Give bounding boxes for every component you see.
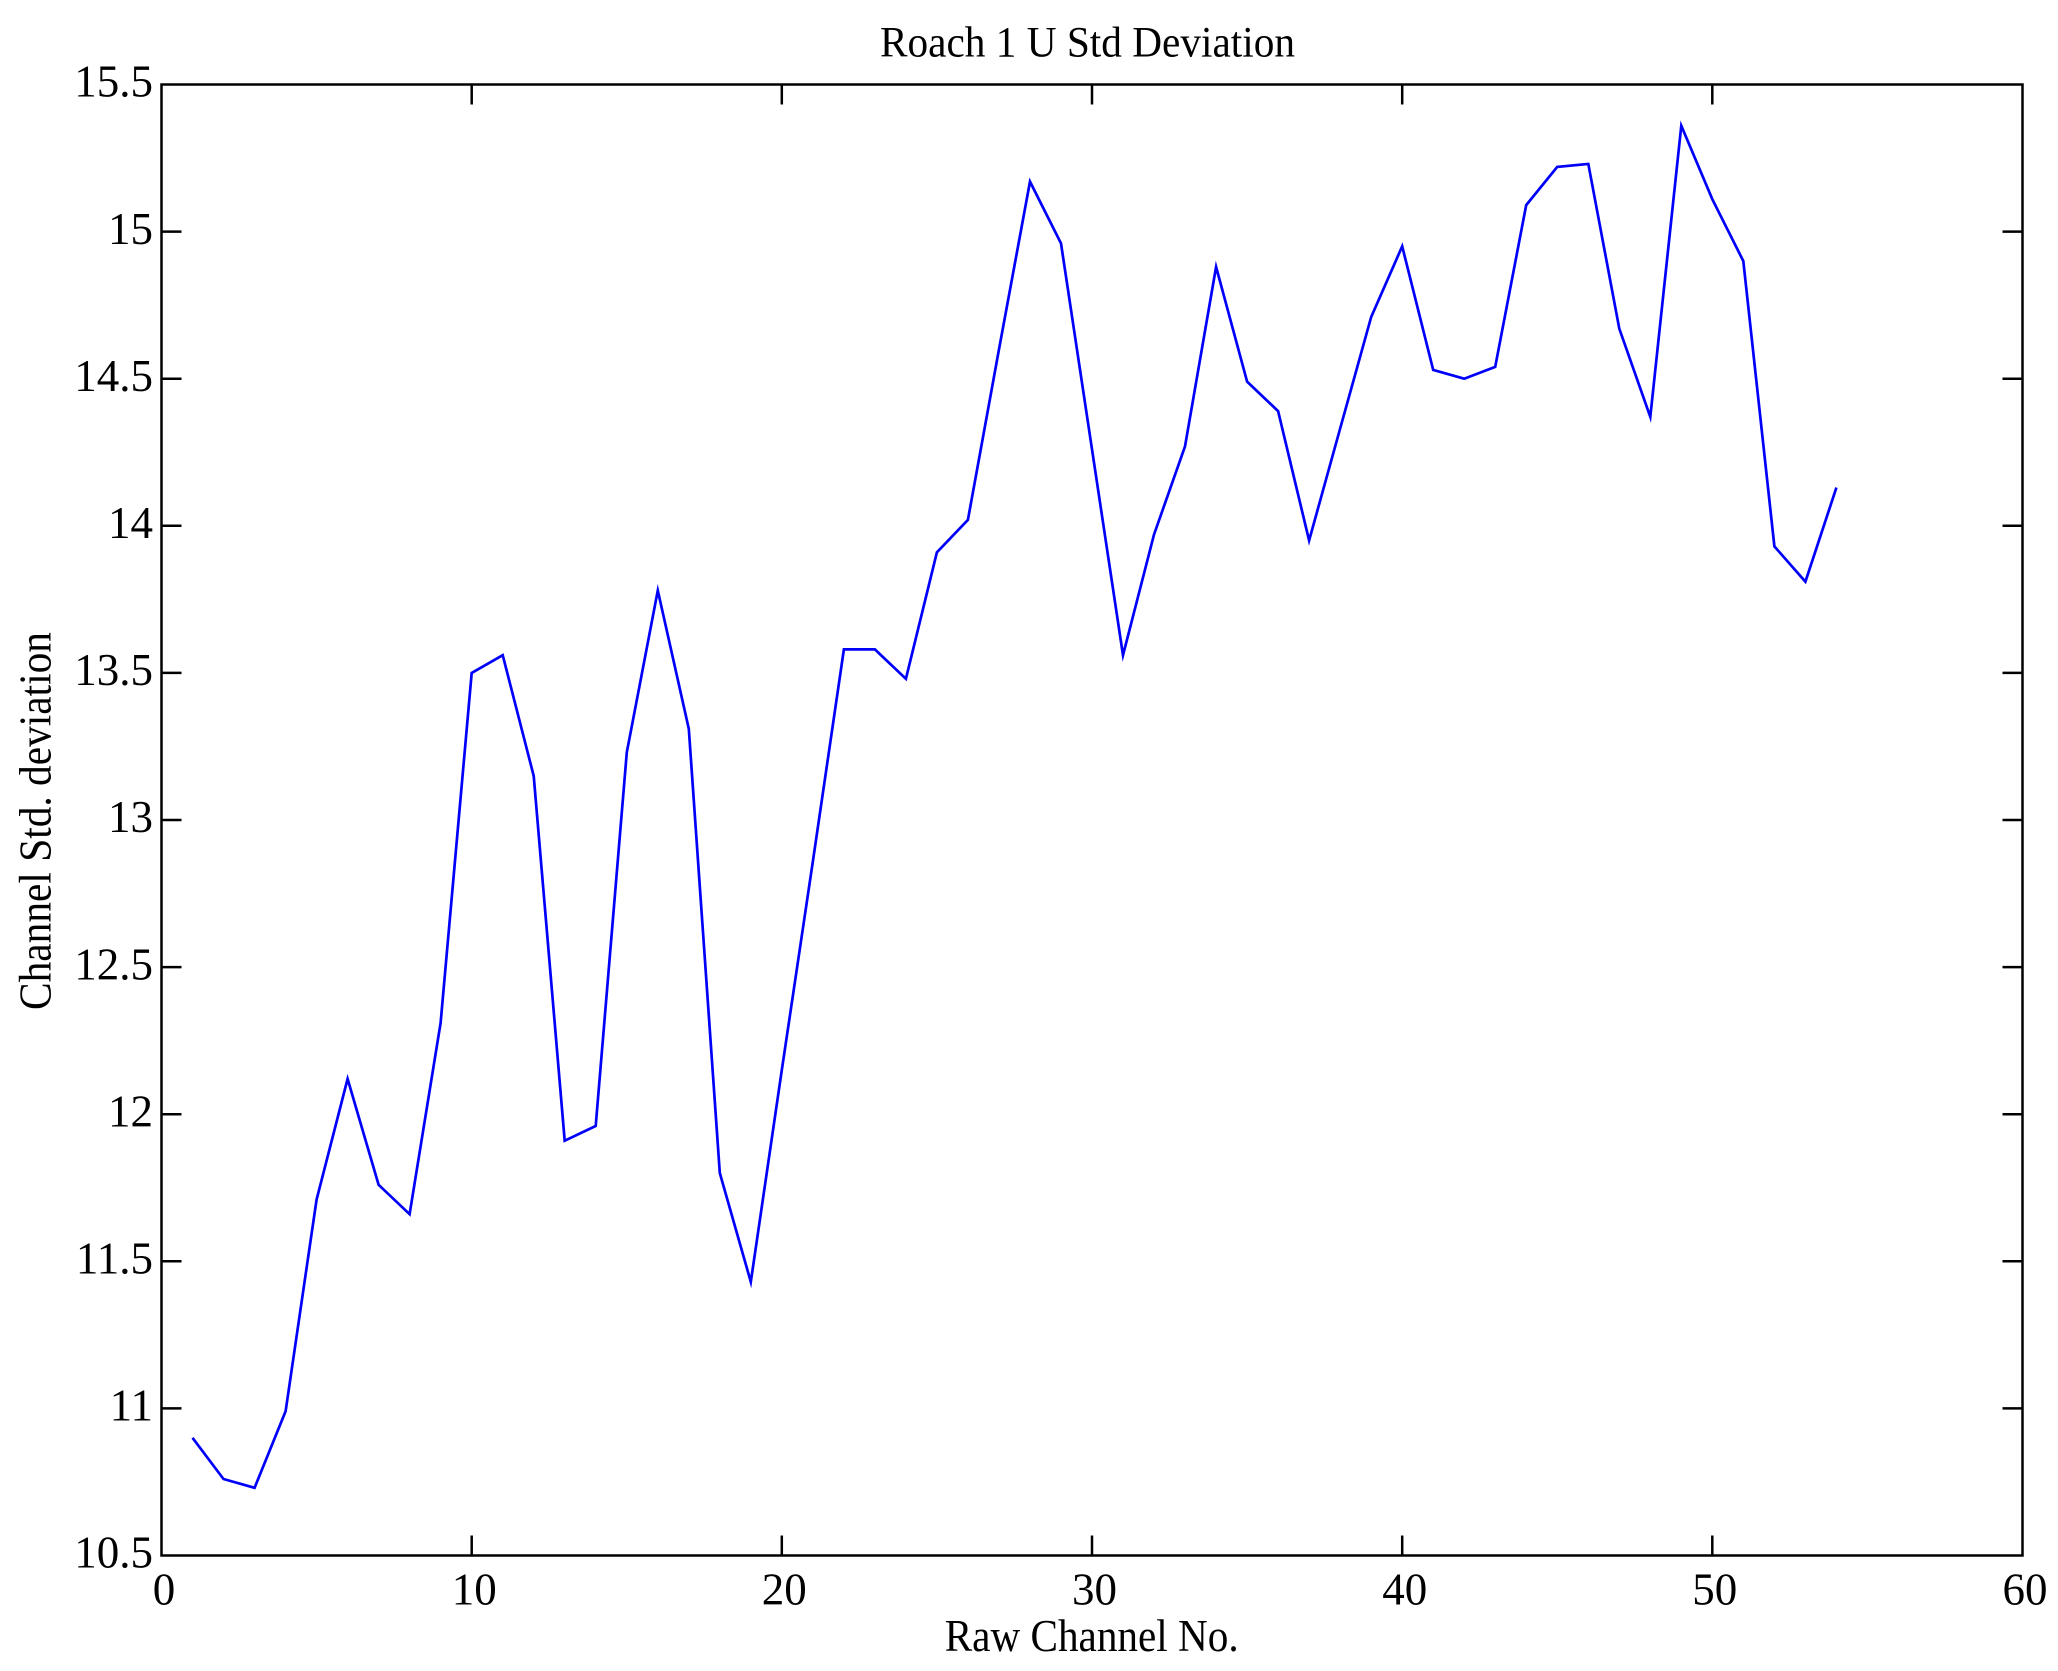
svg-text:14: 14 bbox=[108, 498, 153, 548]
svg-text:13: 13 bbox=[108, 792, 153, 842]
svg-text:60: 60 bbox=[2003, 1565, 2048, 1615]
svg-text:15.5: 15.5 bbox=[74, 57, 153, 107]
svg-text:Roach 1 U Std Deviation: Roach 1 U Std Deviation bbox=[880, 20, 1295, 67]
svg-text:50: 50 bbox=[1692, 1565, 1737, 1615]
svg-text:Raw Channel No.: Raw Channel No. bbox=[945, 1611, 1239, 1661]
svg-text:Channel Std. deviation: Channel Std. deviation bbox=[11, 632, 61, 1010]
svg-text:30: 30 bbox=[1072, 1565, 1117, 1615]
svg-text:11: 11 bbox=[110, 1381, 153, 1431]
svg-text:40: 40 bbox=[1382, 1565, 1427, 1615]
svg-text:12: 12 bbox=[108, 1086, 153, 1136]
svg-text:15: 15 bbox=[108, 204, 153, 254]
svg-text:0: 0 bbox=[153, 1565, 176, 1615]
svg-text:11.5: 11.5 bbox=[76, 1234, 153, 1284]
svg-text:20: 20 bbox=[762, 1565, 807, 1615]
svg-text:10: 10 bbox=[452, 1565, 497, 1615]
svg-text:14.5: 14.5 bbox=[74, 351, 153, 401]
svg-text:12.5: 12.5 bbox=[74, 939, 153, 989]
svg-text:10.5: 10.5 bbox=[74, 1528, 153, 1578]
svg-text:13.5: 13.5 bbox=[74, 645, 153, 695]
